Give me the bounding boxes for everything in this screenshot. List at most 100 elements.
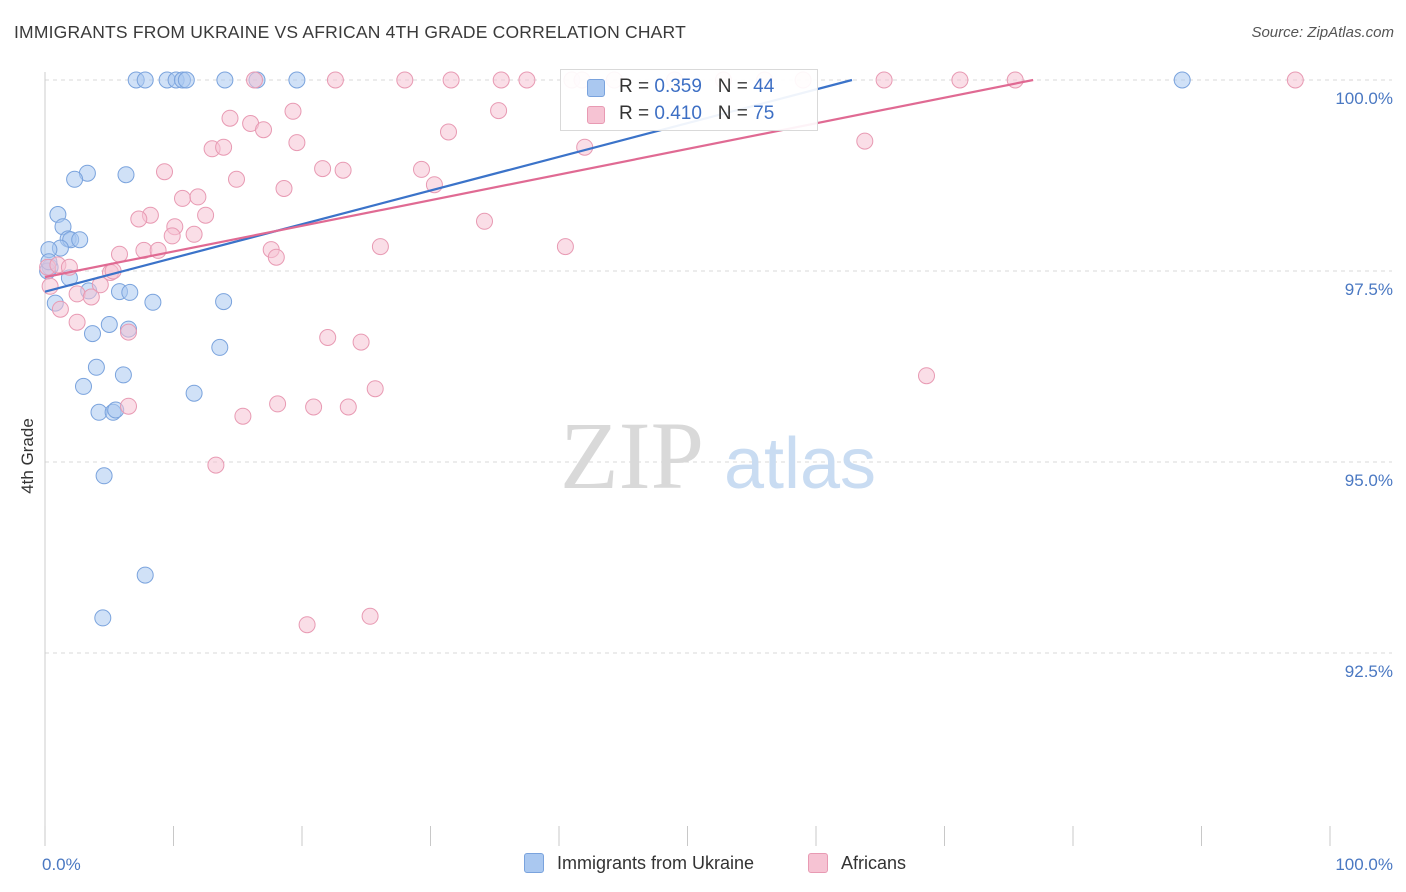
gridlines [45, 79, 1392, 654]
ukraine-point [117, 166, 135, 184]
africans-point [490, 102, 508, 120]
africans-swatch [587, 106, 605, 124]
ukraine-point [211, 338, 229, 356]
africans-point [319, 329, 337, 346]
africans-point [440, 123, 457, 141]
watermark: ZIP atlas [560, 402, 876, 509]
y-tick-label: 97.5% [1345, 280, 1393, 299]
africans-point [215, 138, 233, 156]
ukraine-point [71, 231, 89, 249]
ukraine-point [144, 293, 162, 311]
n-label: N = [717, 103, 754, 124]
ukraine-point [66, 170, 84, 188]
ukraine-point [87, 358, 105, 376]
africans-point [518, 71, 536, 89]
chart-title: IMMIGRANTS FROM UKRAINE VS AFRICAN 4TH G… [14, 22, 686, 42]
ukraine-point [95, 467, 113, 485]
africans-point [68, 313, 86, 331]
africans-point [189, 188, 207, 206]
africans-point [207, 456, 225, 474]
x-tick-label-min: 0.0% [42, 855, 81, 874]
ukraine-point [84, 325, 101, 343]
source-credit: Source: ZipAtlas.com [1251, 24, 1394, 41]
africans-point [492, 71, 510, 89]
africans-point [228, 170, 245, 188]
africans-point [556, 238, 574, 256]
ukraine-point [136, 566, 154, 584]
africans-point [130, 210, 148, 228]
africans-point [221, 109, 239, 127]
africans-point [51, 300, 69, 318]
africans-point [41, 277, 59, 295]
ukraine-point [177, 71, 195, 89]
ukraine-swatch [587, 79, 605, 97]
africans-point [68, 285, 86, 303]
africans-point [246, 71, 263, 89]
ukraine-point [136, 71, 154, 89]
r-value: 0.359 [654, 76, 702, 97]
legend-label-africans: Africans [841, 853, 907, 873]
africans-point [163, 227, 181, 245]
trendline-africans [44, 78, 1034, 279]
ukraine-point [121, 283, 139, 301]
africans-point [442, 71, 460, 89]
africans-point [255, 121, 272, 139]
africans-point [120, 397, 137, 415]
africans-point [185, 225, 203, 243]
africans-point [334, 161, 352, 179]
africans-point [284, 102, 302, 120]
stats-legend: R = 0.359 N = 44 R = 0.410 N = 75 [560, 69, 818, 131]
stats-text-ukraine: R = 0.359 N = 44 [619, 76, 774, 98]
africans-point [576, 138, 594, 156]
ukraine-point [114, 366, 132, 384]
africans-point [197, 206, 215, 224]
y-tick-label: 92.5% [1345, 662, 1393, 681]
africans-point [326, 71, 344, 89]
ukraine-point [1173, 71, 1191, 89]
africans-point [288, 134, 306, 152]
ukraine-point [75, 377, 92, 395]
africans-point [396, 71, 414, 89]
africans-point [361, 607, 379, 625]
x-tick-label-max: 100.0% [1335, 855, 1393, 874]
n-value: 75 [753, 103, 775, 124]
africans-point [951, 71, 969, 89]
n-label: N = [717, 76, 754, 97]
africans-point [371, 238, 389, 256]
africans-point [267, 248, 285, 266]
africans-point [156, 163, 173, 181]
n-value: 44 [753, 76, 775, 97]
tick-labels: 92.5% 95.0% 97.5% 100.0% 0.0% 100.0% [42, 89, 1393, 874]
legend-label-ukraine: Immigrants from Ukraine [557, 853, 755, 873]
africans-point [269, 395, 287, 413]
series-africans-points [39, 71, 1304, 634]
africans-point [174, 189, 191, 207]
bottom-legend: Immigrants from Ukraine Africans [0, 852, 1406, 876]
ukraine-point [185, 384, 203, 402]
ukraine-point [100, 316, 118, 333]
y-tick-label: 95.0% [1345, 471, 1393, 490]
africans-point [82, 288, 100, 306]
r-label: R = [619, 103, 655, 124]
ukraine-legend-swatch [524, 853, 544, 873]
africans-point [413, 160, 430, 178]
y-tick-label: 100.0% [1335, 89, 1393, 108]
africans-point [875, 71, 893, 89]
ukraine-point [94, 609, 112, 627]
africans-point [111, 245, 128, 263]
ukraine-point [288, 71, 306, 89]
africans-point [352, 333, 370, 351]
stats-text-africans: R = 0.410 N = 75 [619, 103, 774, 125]
africans-point [305, 398, 323, 416]
ukraine-point [215, 293, 233, 311]
africans-point [314, 160, 332, 178]
series-ukraine-points [39, 71, 1191, 627]
r-value: 0.410 [654, 103, 702, 124]
watermark-zip: ZIP [560, 402, 704, 509]
africans-point [275, 180, 293, 197]
africans-point [120, 323, 137, 341]
axes [44, 72, 1331, 846]
r-label: R = [619, 76, 655, 97]
africans-point [1286, 71, 1304, 89]
